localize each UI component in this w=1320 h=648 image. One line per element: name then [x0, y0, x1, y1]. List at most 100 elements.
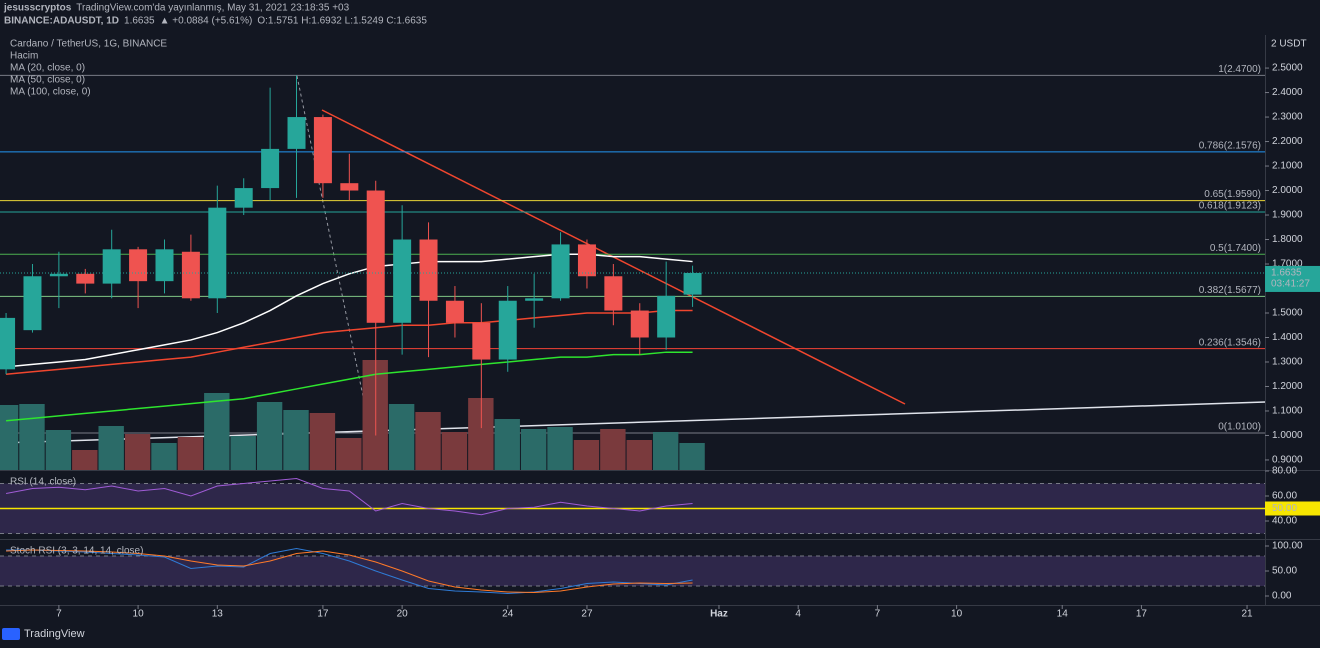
header-text: jesusscryptos [3, 3, 72, 14]
candle-body [76, 273, 95, 284]
candle-body [657, 295, 676, 338]
x-tick-label: 7 [56, 609, 62, 620]
x-tick-label: 21 [1241, 609, 1253, 620]
countdown: 03:41:27 [1271, 279, 1310, 290]
y-tick-label: 2.4000 [1272, 87, 1303, 98]
volume-bar [230, 436, 256, 470]
fib-label: 0.618(1.9123) [1199, 201, 1261, 212]
y-tick-label: 1.2000 [1272, 381, 1303, 392]
volume-bar [151, 443, 177, 470]
y-tick-label: 2.2000 [1272, 136, 1303, 147]
candle-body [287, 117, 306, 149]
x-tick-label: 4 [795, 609, 801, 620]
x-tick-label: 17 [1136, 609, 1148, 620]
candle-body [393, 239, 412, 323]
volume-bar [494, 419, 520, 470]
ma-line [6, 309, 693, 375]
legend-entry: MA (100, close, 0) [10, 87, 91, 98]
dashed-line [296, 75, 371, 431]
candle-body [419, 239, 438, 301]
x-tick-label: 24 [502, 609, 514, 620]
x-tick-label: 10 [133, 609, 145, 620]
candle-body [340, 183, 359, 191]
stoch-line [6, 547, 693, 595]
volume-bar [600, 429, 626, 470]
candle-body [181, 251, 200, 299]
ma-line [6, 351, 693, 422]
candle-body [366, 190, 385, 323]
y-tick-label: 1.1000 [1272, 406, 1303, 417]
y-tick-label: 50.00 [1272, 566, 1297, 577]
candle-body [525, 298, 544, 301]
y-tick-label: 1.8000 [1272, 234, 1303, 245]
candle-body [261, 148, 280, 189]
chart-title: Cardano / TetherUS, 1G, BINANCE [10, 39, 167, 50]
y-tick-label: 2.3000 [1272, 112, 1303, 123]
y-tick-label: 1.4000 [1272, 332, 1303, 343]
volume-bar [520, 429, 547, 470]
candle-body [683, 272, 702, 295]
candle-body [445, 300, 464, 323]
candle-body [234, 188, 253, 208]
candle-body [313, 117, 332, 184]
currency-label: 2 USDT [1271, 39, 1307, 50]
candle-body [472, 322, 491, 360]
volume-bar [388, 404, 415, 470]
candle-body [49, 273, 68, 277]
fib-label: 1(2.4700) [1218, 64, 1261, 75]
y-tick-label: 2.1000 [1272, 161, 1303, 172]
pane-title: RSI (14, close) [10, 477, 76, 488]
candle-body [630, 310, 649, 338]
volume-bar [441, 432, 468, 470]
y-tick-label: 1.9000 [1272, 210, 1303, 221]
volume-bar [679, 443, 705, 470]
y-tick-label: 80.00 [1272, 466, 1297, 477]
x-tick-label: 7 [875, 609, 881, 620]
header-text: ▲ +0.0884 (+5.61%) [160, 16, 253, 27]
volume-bar [0, 405, 19, 470]
y-tick-label: 60.00 [1272, 491, 1297, 502]
stoch-line [6, 549, 693, 594]
header-text: TradingView.com'da yayınlanmış, May 31, … [76, 3, 349, 14]
volume-bar [336, 438, 362, 470]
candle-body [498, 300, 517, 360]
volume-bar [547, 427, 573, 470]
x-tick-label: Haz [710, 609, 728, 620]
volume-bar [283, 410, 309, 470]
volume-bar [415, 412, 441, 470]
candle-body [23, 276, 42, 331]
candle-body [0, 317, 16, 370]
y-tick-label: 1.0000 [1272, 430, 1303, 441]
x-tick-label: 13 [212, 609, 224, 620]
legend-entry: Hacim [10, 51, 38, 62]
price-tag-value: 1.6635 [1271, 268, 1302, 279]
level-label: 50.00 [1272, 503, 1297, 514]
brand: TradingView [24, 628, 85, 640]
volume-bar [45, 430, 72, 470]
volume-bar [19, 404, 45, 470]
candle-body [577, 244, 596, 277]
y-tick-label: 40.00 [1272, 516, 1297, 527]
candle-body [102, 249, 121, 284]
fib-label: 0.382(1.5677) [1199, 285, 1261, 296]
logo [2, 628, 20, 640]
pane-title: Stoch RSI (3, 3, 14, 14, close) [10, 546, 143, 557]
header-text: 1.6635 [124, 16, 155, 27]
fib-label: 0.786(2.1576) [1199, 141, 1261, 152]
volume-bar [573, 440, 600, 470]
y-tick-label: 100.00 [1272, 541, 1303, 552]
x-tick-label: 14 [1057, 609, 1069, 620]
y-tick-label: 0.00 [1272, 591, 1292, 602]
legend-entry: MA (50, close, 0) [10, 75, 85, 86]
volume-bar [652, 432, 679, 470]
x-tick-label: 17 [317, 609, 329, 620]
x-tick-label: 27 [581, 609, 593, 620]
fib-label: 0.5(1.7400) [1210, 243, 1261, 254]
y-tick-label: 1.7000 [1272, 259, 1303, 270]
y-tick-label: 0.9000 [1272, 455, 1303, 466]
volume-bar [72, 450, 98, 470]
volume-bar [177, 437, 204, 470]
volume-bar [98, 426, 124, 470]
legend-entry: MA (20, close, 0) [10, 63, 85, 74]
